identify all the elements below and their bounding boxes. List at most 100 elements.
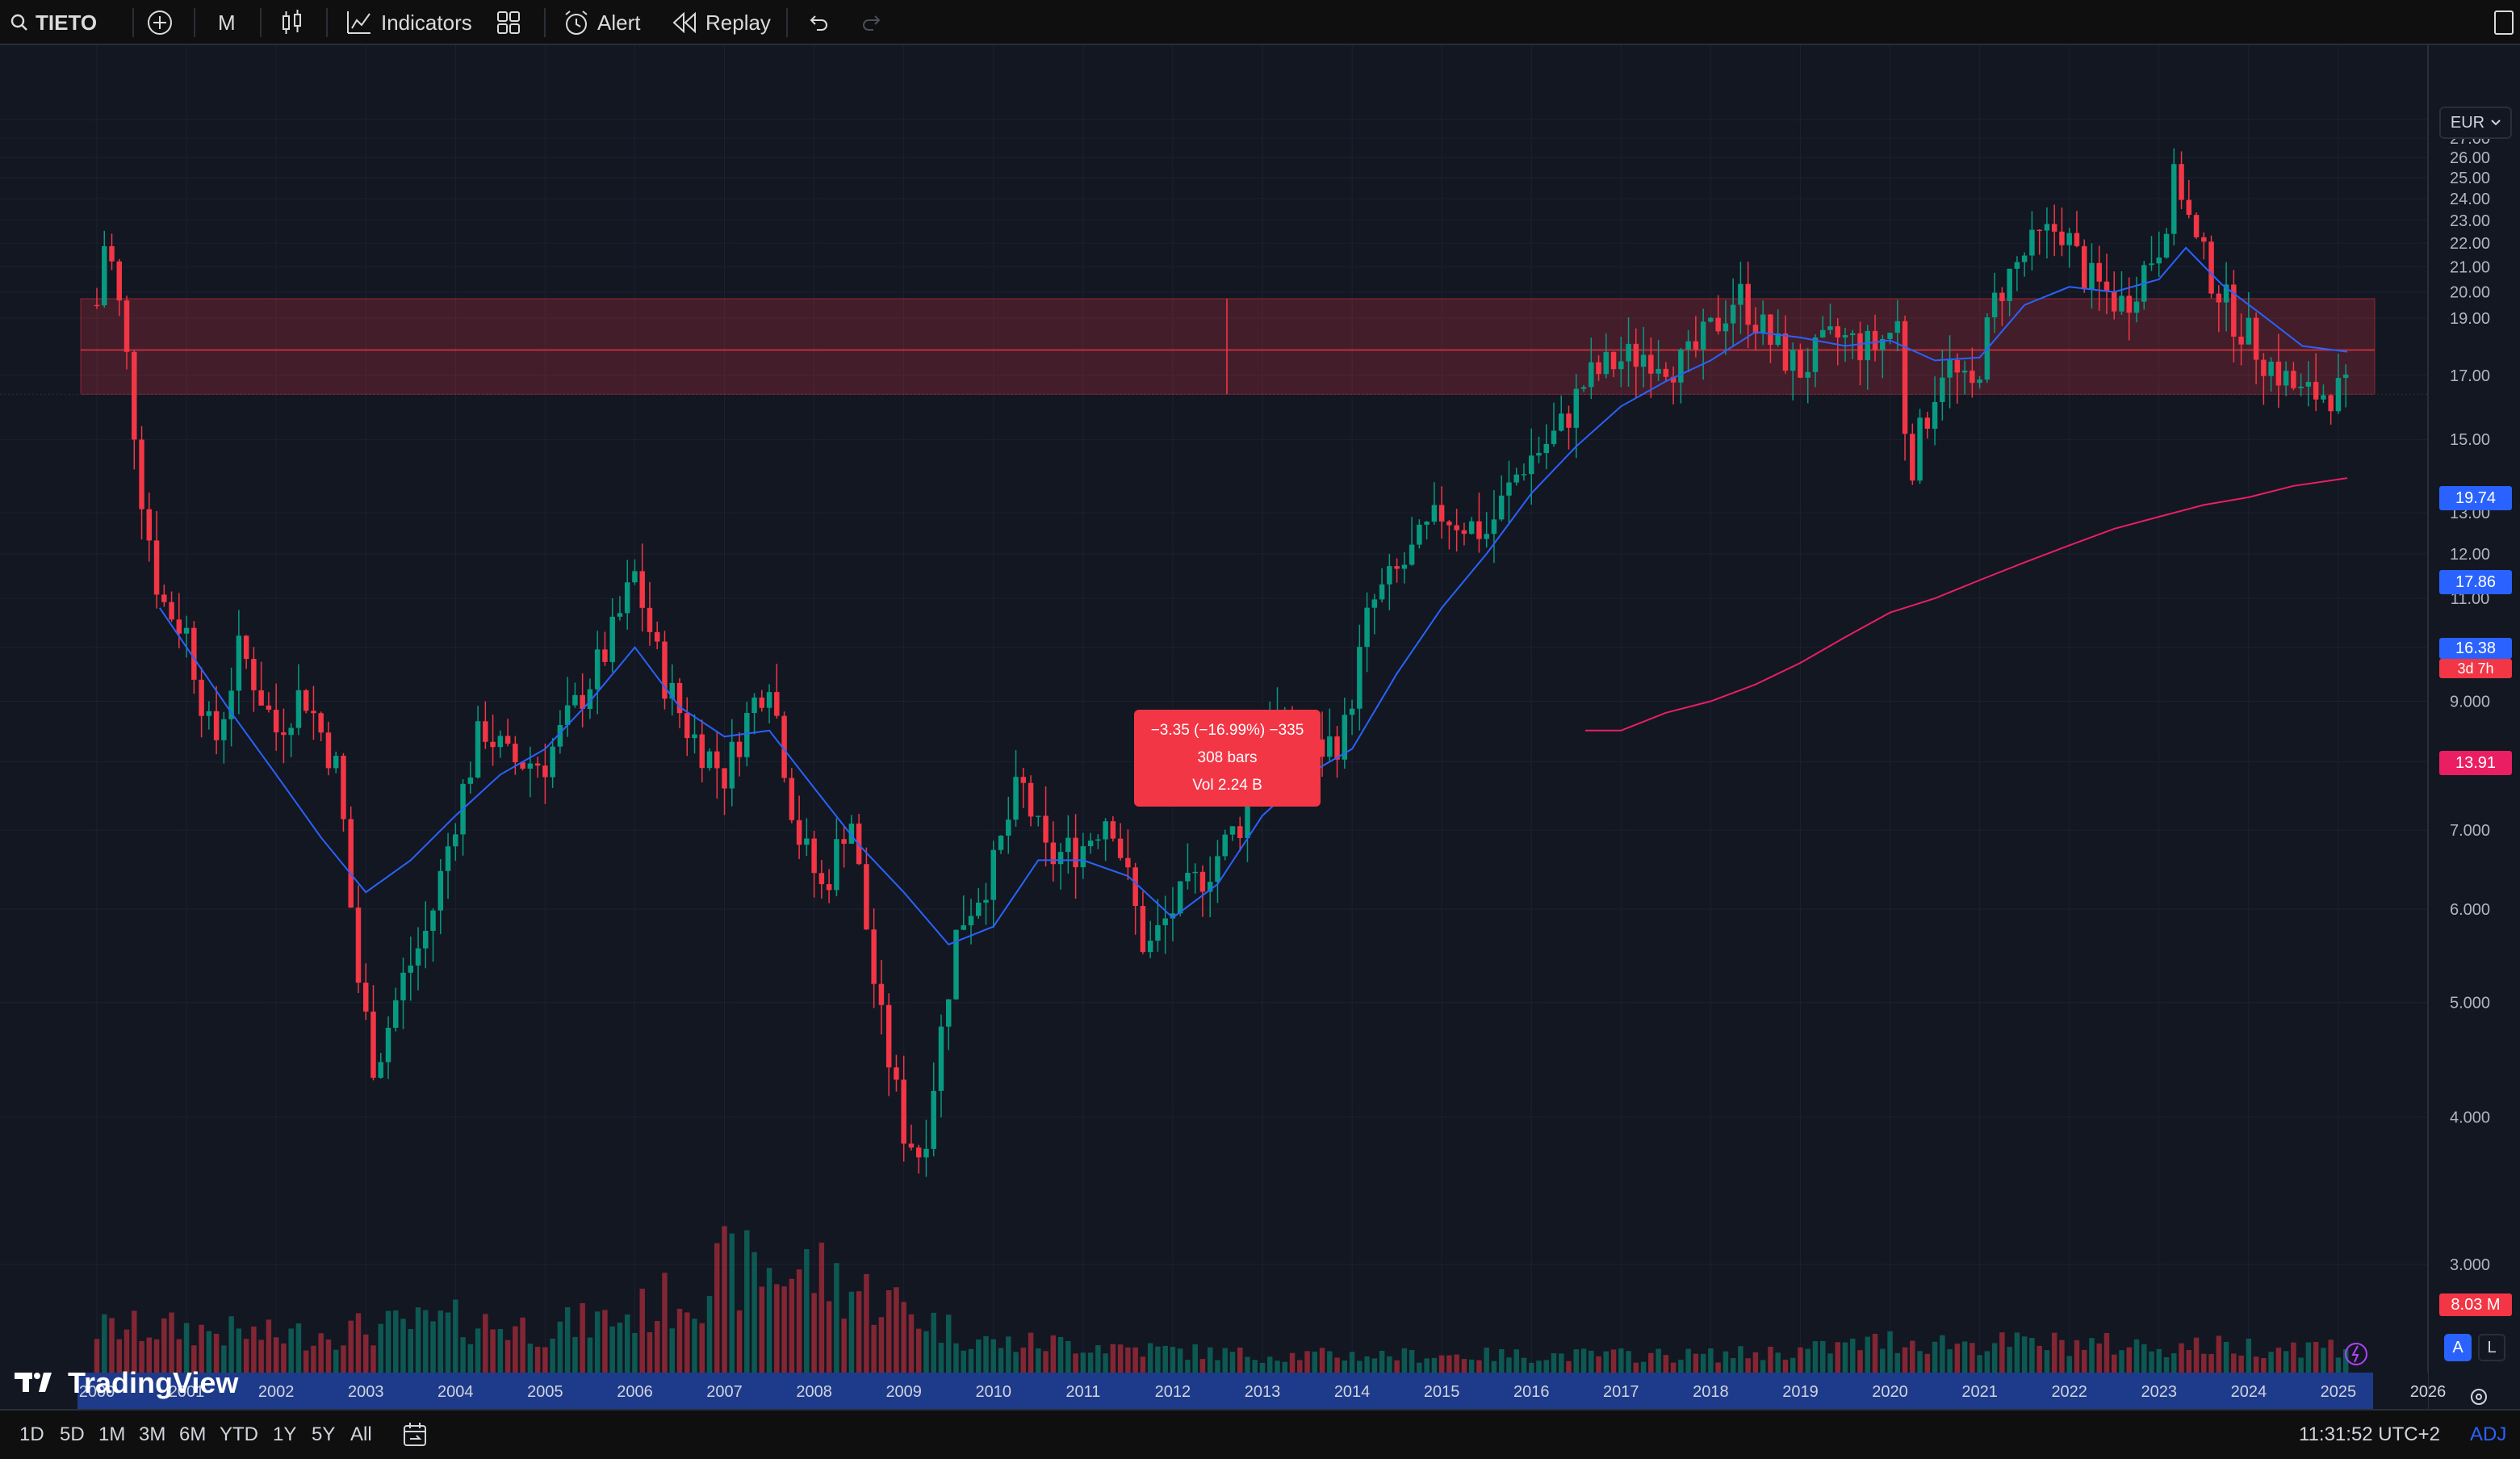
- range-button[interactable]: YTD: [220, 1423, 258, 1445]
- volume-bar: [2261, 1357, 2267, 1373]
- volume-bar: [467, 1344, 474, 1373]
- candle-body: [2156, 257, 2162, 264]
- candle-body: [1342, 715, 1348, 760]
- chart-type-button[interactable]: [279, 0, 305, 45]
- candle-body: [676, 682, 683, 714]
- candle-body: [834, 839, 839, 891]
- volume-bar: [1932, 1341, 1938, 1373]
- alert-button[interactable]: Alert: [562, 0, 640, 45]
- currency-selector[interactable]: EUR: [2439, 107, 2512, 139]
- candle-body: [826, 884, 832, 891]
- volume-bar: [483, 1314, 488, 1373]
- candle-body: [2179, 164, 2184, 200]
- volume-bar: [139, 1340, 144, 1373]
- price-tick-label: 6.000: [2450, 901, 2490, 919]
- price-tick-label: 15.00: [2450, 431, 2490, 449]
- chart-area[interactable]: 28.0027.0026.0025.0024.0023.0022.0021.00…: [0, 45, 2520, 1409]
- volume-bar: [2007, 1347, 2012, 1373]
- volume-bar: [1117, 1344, 1124, 1373]
- volume-bar: [1334, 1357, 1340, 1373]
- candle-body: [885, 1004, 892, 1067]
- volume-bar: [587, 1337, 593, 1373]
- candle-body: [1559, 413, 1564, 431]
- candle-body: [1028, 782, 1034, 817]
- timezone-clock[interactable]: 11:31:52 UTC+2: [2299, 1423, 2440, 1445]
- candle-body: [430, 910, 436, 931]
- candle-body: [774, 692, 780, 716]
- compare-button[interactable]: [145, 0, 174, 45]
- volume-bar: [1095, 1345, 1101, 1373]
- alarm-clock-icon: [565, 10, 588, 35]
- log-scale-button[interactable]: L: [2478, 1334, 2505, 1361]
- flash-icon[interactable]: [2344, 1342, 2368, 1370]
- candle-body: [1633, 343, 1639, 367]
- candle-body: [2342, 374, 2349, 379]
- volume-bar: [1917, 1351, 1923, 1373]
- range-button[interactable]: 1M: [98, 1423, 126, 1445]
- candle-body: [557, 725, 563, 747]
- candle-body: [602, 649, 608, 662]
- volume-bar: [132, 1310, 137, 1373]
- time-axis-band: [77, 1373, 2373, 1409]
- candle-body: [1880, 338, 1886, 350]
- indicators-button[interactable]: Indicators: [345, 0, 472, 45]
- interval-button[interactable]: M: [218, 0, 236, 45]
- volume-bar: [841, 1319, 847, 1373]
- replay-button[interactable]: Replay: [672, 0, 771, 45]
- volume-bar: [2201, 1353, 2207, 1373]
- candle-body: [1872, 330, 1878, 350]
- candle-body: [1050, 842, 1057, 865]
- candle-body: [303, 690, 309, 711]
- range-button[interactable]: 5Y: [312, 1423, 336, 1445]
- range-button[interactable]: All: [350, 1423, 372, 1445]
- range-button[interactable]: 6M: [179, 1423, 207, 1445]
- range-button[interactable]: 3M: [139, 1423, 166, 1445]
- range-button[interactable]: 5D: [60, 1423, 85, 1445]
- undo-button[interactable]: [806, 0, 830, 45]
- candle-body: [1013, 777, 1019, 820]
- volume-bar: [191, 1345, 197, 1373]
- candle-body: [1917, 417, 1923, 481]
- candle-body: [1199, 871, 1206, 892]
- candle-body: [1580, 387, 1587, 389]
- candle-body: [2081, 245, 2087, 290]
- tradingview-logo[interactable]: TradingView: [15, 1366, 238, 1400]
- volume-bar: [1812, 1341, 1819, 1373]
- goto-date-button[interactable]: [402, 1411, 429, 1459]
- volume-bar: [534, 1347, 541, 1373]
- redo-button[interactable]: [860, 0, 885, 45]
- adjust-toggle[interactable]: ADJ: [2470, 1423, 2507, 1445]
- candle-body: [1215, 856, 1220, 883]
- candle-body: [1782, 333, 1789, 371]
- volume-bar: [856, 1291, 862, 1373]
- price-chart[interactable]: 28.0027.0026.0025.0024.0023.0022.0021.00…: [0, 45, 2520, 1409]
- settings-icon[interactable]: [2468, 1386, 2489, 1411]
- fullscreen-button[interactable]: [2494, 0, 2514, 45]
- range-button[interactable]: 1Y: [273, 1423, 297, 1445]
- volume-bar: [1364, 1356, 1370, 1373]
- volume-bar: [123, 1329, 130, 1373]
- time-tick-label: 2023: [2141, 1383, 2178, 1401]
- candle-body: [1760, 314, 1766, 334]
- volume-bar: [826, 1301, 832, 1373]
- candle-body: [1603, 351, 1610, 375]
- candle-body: [378, 1062, 383, 1078]
- volume-bar: [325, 1340, 332, 1373]
- candle-body: [2066, 233, 2072, 245]
- volume-bar: [2335, 1357, 2342, 1373]
- volume-bar: [153, 1339, 160, 1373]
- candle-body: [295, 690, 302, 728]
- price-tick-label: 24.00: [2450, 191, 2490, 208]
- range-button[interactable]: 1D: [19, 1423, 44, 1445]
- volume-bar: [102, 1314, 107, 1373]
- auto-scale-button[interactable]: A: [2444, 1334, 2472, 1361]
- symbol-search[interactable]: TIETO: [10, 0, 97, 45]
- volume-bar: [766, 1268, 772, 1373]
- candle-body: [1065, 837, 1071, 853]
- candle-body: [1087, 841, 1094, 847]
- volume-bar: [2291, 1342, 2296, 1373]
- candle-body: [1536, 453, 1542, 456]
- layouts-button[interactable]: [496, 0, 521, 45]
- candle-body: [864, 864, 869, 930]
- volume-bar: [1678, 1360, 1684, 1373]
